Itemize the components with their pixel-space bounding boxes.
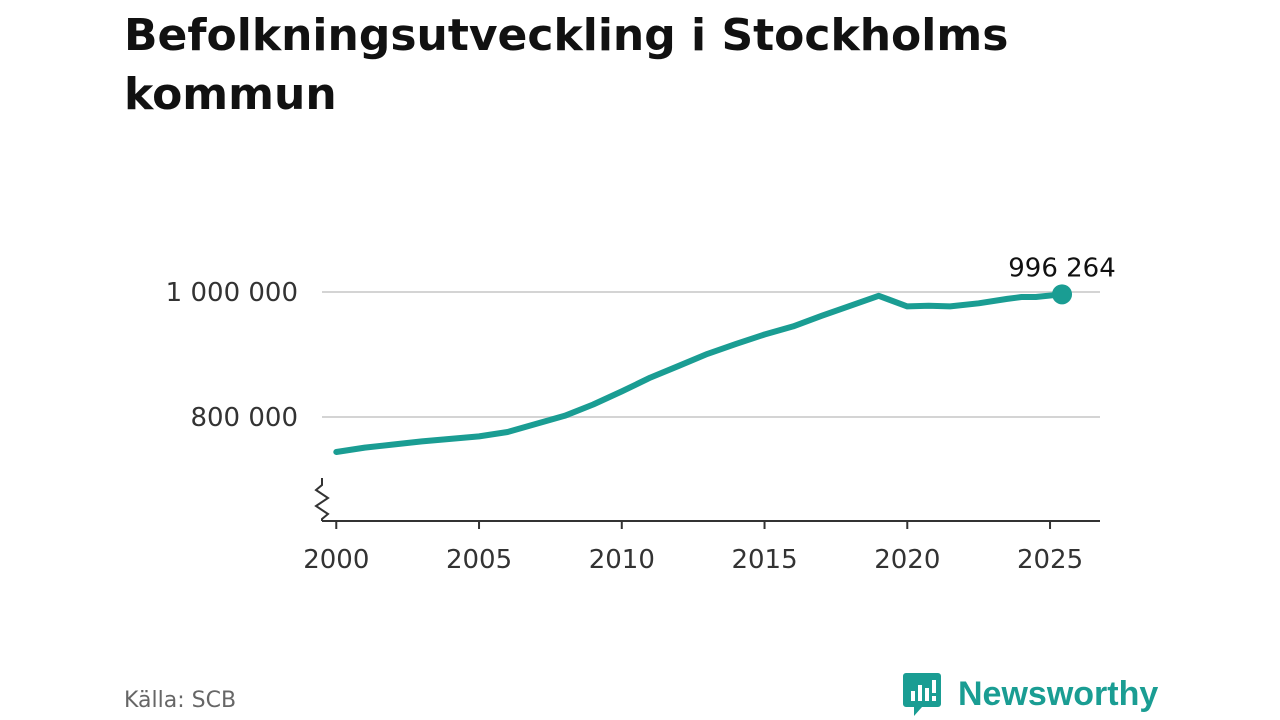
x-tick-label: 2025 (1017, 545, 1083, 575)
axis-break-icon (314, 478, 330, 521)
series-line (333, 291, 1065, 455)
x-tick-label: 2000 (303, 545, 369, 575)
series-layer (333, 284, 1073, 455)
end-value-label: 996 264 (1008, 253, 1116, 283)
x-tick-label: 2005 (446, 545, 512, 575)
x-axis (314, 478, 1100, 529)
x-tick-label: 2015 (731, 545, 797, 575)
chart-title: Befolkningsutveckling i Stockholms kommu… (124, 10, 1009, 120)
x-tick-label: 2010 (589, 545, 655, 575)
gridlines (322, 291, 1100, 418)
y-tick-label: 1 000 000 (166, 278, 298, 308)
source-note: Källa: SCB (124, 688, 237, 713)
y-tick-label: 800 000 (190, 403, 298, 433)
last-point-marker (1052, 284, 1073, 305)
newsworthy-logo-icon (903, 673, 941, 716)
x-tick-label: 2020 (874, 545, 940, 575)
label-layer: 800 000 1 000 000 2000 2005 2010 2015 2020 2025… (166, 253, 1116, 575)
brand-logo[interactable]: Newsworthy (902, 668, 1158, 720)
brand-name: Newsworthy (958, 674, 1159, 713)
